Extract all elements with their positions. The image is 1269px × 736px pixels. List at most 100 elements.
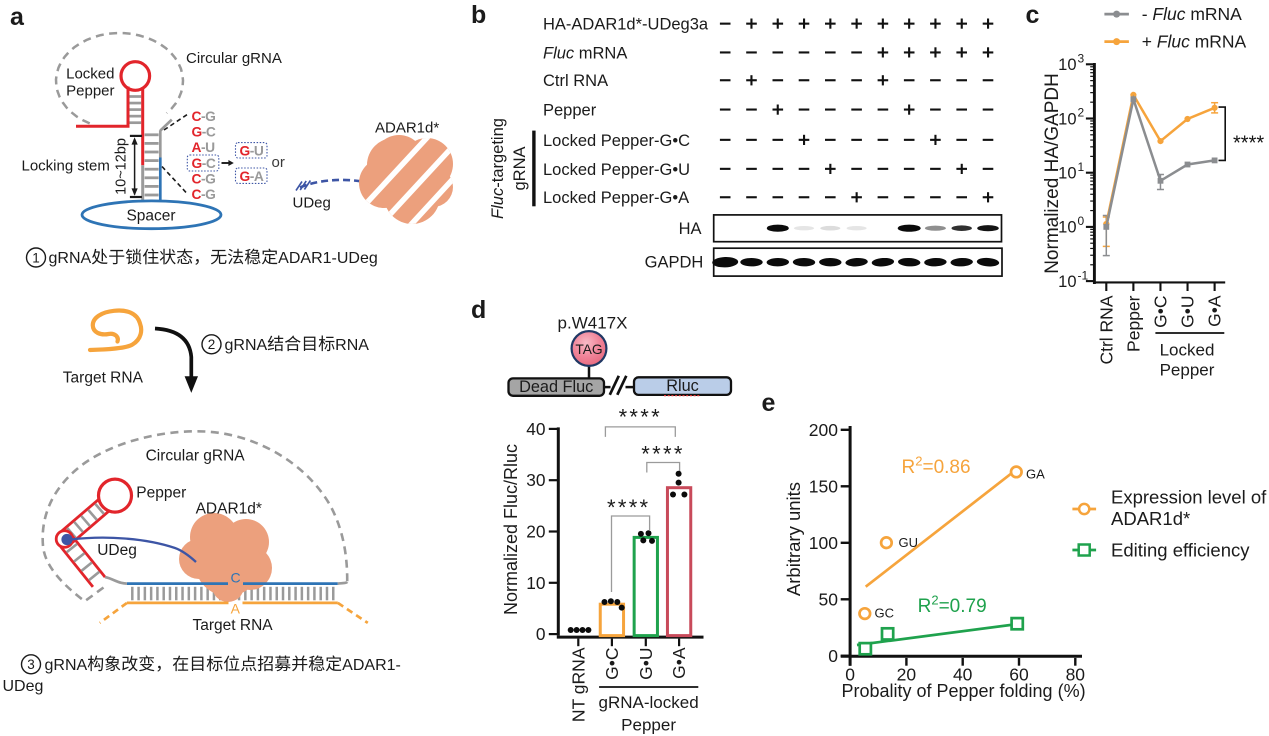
- svg-text:100: 100: [809, 533, 838, 553]
- svg-text:Pepper: Pepper: [1123, 295, 1143, 352]
- svg-text:p.W417X: p.W417X: [558, 314, 628, 333]
- svg-text:A: A: [231, 601, 241, 617]
- svg-text:-1: -1: [1078, 268, 1089, 282]
- svg-text:TAG: TAG: [575, 342, 602, 357]
- svg-text:e: e: [762, 389, 776, 417]
- svg-text:****: ****: [607, 495, 650, 520]
- svg-text:G•C: G•C: [1151, 296, 1171, 328]
- svg-text:0: 0: [536, 624, 546, 644]
- svg-text:RNA: RNA: [335, 337, 369, 354]
- svg-text:b: b: [471, 1, 486, 29]
- svg-text:Locked: Locked: [1160, 341, 1215, 360]
- svg-text:Target RNA: Target RNA: [63, 370, 144, 387]
- svg-text:a: a: [10, 3, 25, 31]
- svg-text:R2=0.86: R2=0.86: [902, 454, 971, 479]
- svg-text:1: 1: [32, 250, 40, 265]
- svg-text:GAPDH: GAPDH: [645, 254, 704, 272]
- svg-text:40: 40: [526, 419, 545, 439]
- svg-text:Locking stem: Locking stem: [22, 158, 110, 175]
- svg-text:Normalized HA/GAPDH: Normalized HA/GAPDH: [1042, 73, 1063, 274]
- svg-text:G•U: G•U: [1178, 296, 1198, 328]
- svg-text:Probality of Pepper folding (%: Probality of Pepper folding (%): [841, 681, 1085, 701]
- svg-text:Expression level of: Expression level of: [1111, 487, 1267, 508]
- svg-text:ADAR1d*: ADAR1d*: [1111, 508, 1190, 529]
- svg-text:****: ****: [641, 441, 684, 466]
- svg-text:2: 2: [208, 337, 216, 352]
- svg-text:C-G: C-G: [192, 171, 216, 186]
- svg-text:Circular gRNA: Circular gRNA: [146, 448, 246, 465]
- svg-text:ADAR1-UDeg: ADAR1-UDeg: [278, 250, 378, 267]
- svg-text:Locked Pepper-G•U: Locked Pepper-G•U: [543, 161, 690, 179]
- svg-text:10: 10: [1058, 273, 1076, 291]
- svg-text:C-G: C-G: [192, 109, 216, 124]
- svg-text:G•A: G•A: [1205, 295, 1225, 327]
- svg-text:Ctrl RNA: Ctrl RNA: [543, 72, 608, 90]
- svg-text:3: 3: [27, 657, 35, 672]
- svg-text:A-U: A-U: [192, 140, 216, 155]
- svg-text:G-C: G-C: [192, 125, 216, 140]
- svg-text:UDeg: UDeg: [293, 195, 331, 212]
- svg-text:50: 50: [819, 589, 839, 609]
- svg-text:HA: HA: [679, 220, 702, 238]
- svg-text:d: d: [471, 296, 486, 324]
- svg-text:Pepper: Pepper: [543, 102, 597, 120]
- svg-text:NT gRNA: NT gRNA: [568, 647, 588, 722]
- svg-text:10: 10: [526, 573, 545, 593]
- svg-text:Locked Pepper-G•C: Locked Pepper-G•C: [543, 132, 690, 150]
- svg-text:Spacer: Spacer: [126, 208, 175, 225]
- svg-text:UDeg: UDeg: [3, 678, 44, 695]
- svg-text:20: 20: [526, 522, 545, 542]
- svg-text:GA: GA: [1026, 467, 1045, 482]
- svg-text:UDeg: UDeg: [97, 542, 137, 559]
- svg-text:10: 10: [1058, 56, 1076, 74]
- svg-text:Dead Fluc: Dead Fluc: [519, 378, 593, 396]
- svg-text:30: 30: [526, 470, 545, 490]
- svg-text:C: C: [230, 570, 240, 586]
- svg-text:150: 150: [809, 476, 838, 496]
- svg-text:****: ****: [1233, 133, 1264, 155]
- svg-text:20: 20: [897, 665, 917, 685]
- svg-text:- Fluc mRNA: - Fluc mRNA: [1142, 4, 1242, 24]
- svg-text:G•A: G•A: [669, 647, 689, 679]
- svg-text:or: or: [272, 154, 285, 171]
- svg-text:2: 2: [1078, 106, 1085, 120]
- svg-text:+ Fluc mRNA: + Fluc mRNA: [1142, 31, 1247, 51]
- svg-text:****: ****: [619, 404, 662, 429]
- svg-text:Fluc-targeting: Fluc-targeting: [489, 118, 507, 219]
- svg-text:Locked: Locked: [66, 66, 114, 83]
- svg-text:Rluc: Rluc: [666, 377, 699, 395]
- svg-text:Pepper: Pepper: [136, 485, 186, 502]
- svg-text:gRNA: gRNA: [49, 250, 92, 267]
- svg-text:1: 1: [1078, 160, 1085, 174]
- svg-text:10~12bp: 10~12bp: [114, 138, 130, 195]
- svg-text:gRNA: gRNA: [45, 657, 88, 674]
- svg-text:0: 0: [845, 665, 855, 685]
- svg-text:R2=0.79: R2=0.79: [918, 593, 987, 618]
- svg-text:ADAR1-: ADAR1-: [342, 657, 401, 674]
- svg-text:gRNA: gRNA: [511, 146, 529, 190]
- svg-text:Pepper: Pepper: [66, 83, 114, 100]
- svg-text:10: 10: [1058, 110, 1076, 128]
- svg-text:HA-ADAR1d*-UDeg3a: HA-ADAR1d*-UDeg3a: [543, 16, 709, 34]
- svg-text:3: 3: [1078, 52, 1085, 66]
- svg-text:G-U: G-U: [240, 144, 264, 159]
- svg-text:Ctrl RNA: Ctrl RNA: [1096, 295, 1116, 364]
- svg-text:80: 80: [1066, 665, 1086, 685]
- svg-text:G-C: G-C: [192, 156, 216, 171]
- svg-text:0: 0: [1078, 214, 1085, 228]
- svg-text:200: 200: [809, 420, 838, 440]
- svg-text:G-A: G-A: [240, 169, 264, 184]
- svg-text:60: 60: [1009, 665, 1029, 685]
- svg-text:G•U: G•U: [636, 648, 656, 680]
- svg-text:Fluc mRNA: Fluc mRNA: [543, 44, 627, 62]
- svg-text:gRNA: gRNA: [225, 337, 268, 354]
- svg-text:ADAR1d*: ADAR1d*: [375, 120, 439, 137]
- svg-text:Arbitrary units: Arbitrary units: [783, 482, 804, 596]
- svg-text:0: 0: [828, 646, 838, 666]
- svg-text:c: c: [1026, 1, 1040, 29]
- svg-text:GC: GC: [875, 606, 895, 621]
- svg-text:10: 10: [1058, 165, 1076, 183]
- svg-text:ADAR1d*: ADAR1d*: [196, 501, 262, 518]
- svg-text:Editing efficiency: Editing efficiency: [1111, 540, 1250, 561]
- svg-text:10: 10: [1058, 219, 1076, 237]
